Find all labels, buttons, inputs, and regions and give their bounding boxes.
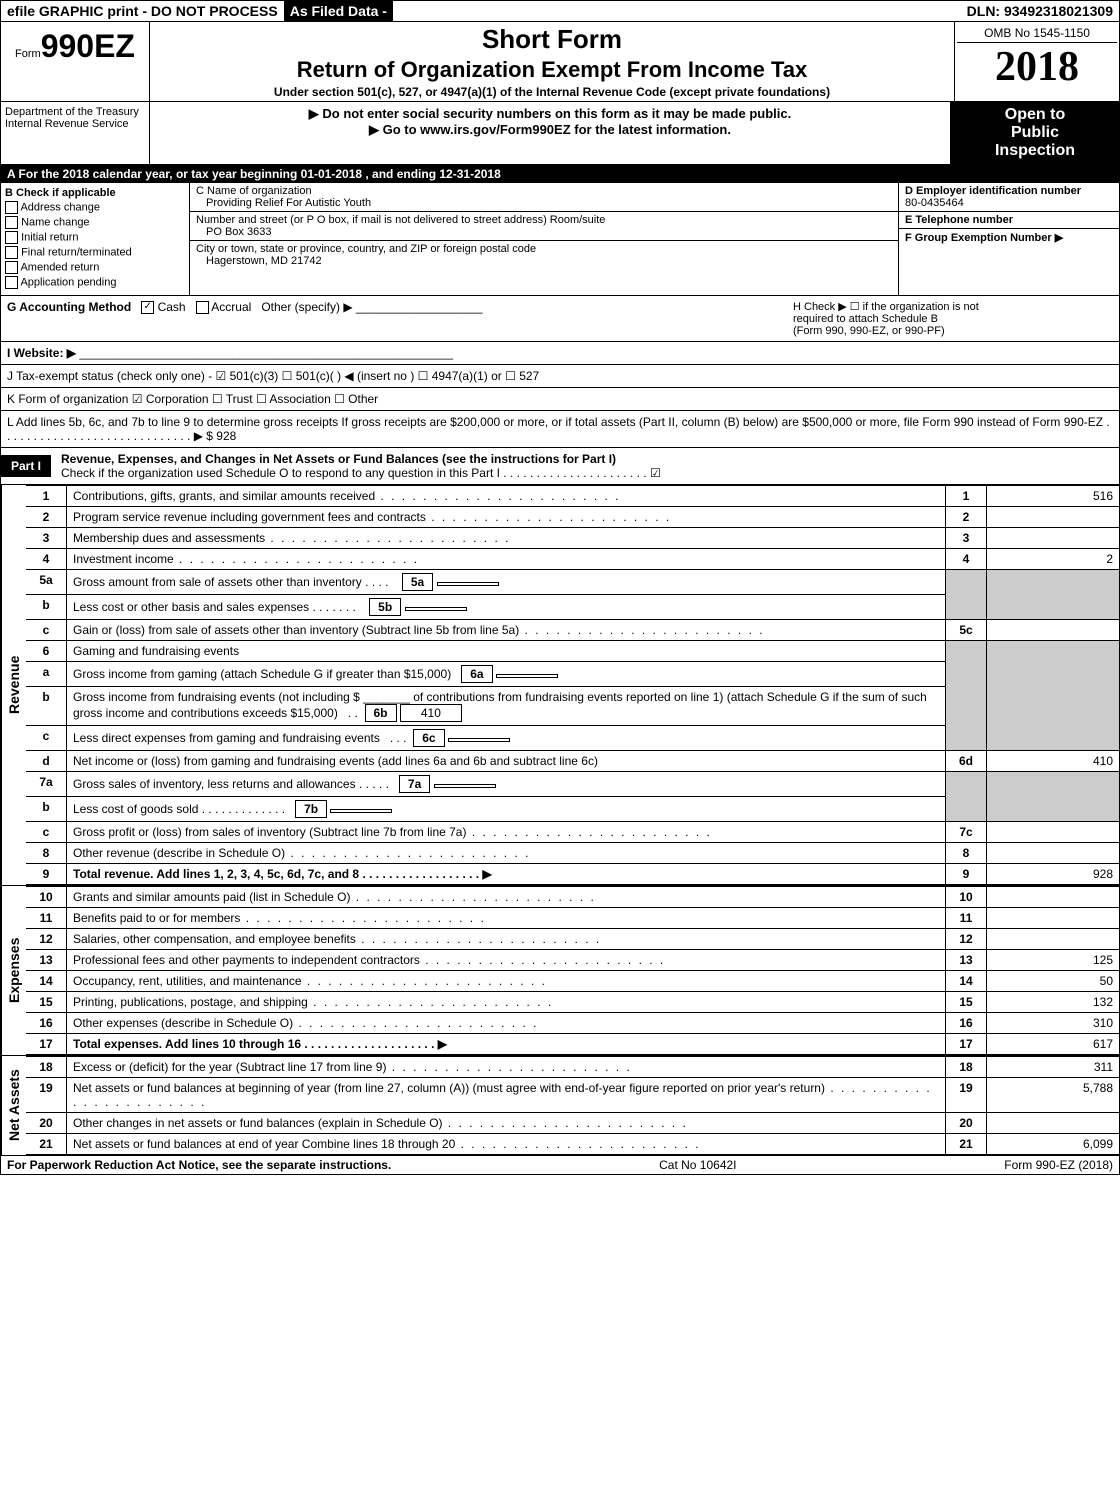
form-title: Return of Organization Exempt From Incom… — [156, 57, 948, 83]
warning-line2: ▶ Go to www.irs.gov/Form990EZ for the la… — [154, 122, 946, 138]
part1-label: Part I — [1, 455, 51, 477]
short-form-title: Short Form — [156, 24, 948, 55]
section-g: G Accounting Method ✓ Cash Accrual Other… — [7, 300, 793, 337]
h-line3: (Form 990, 990-EZ, or 990-PF) — [793, 325, 1113, 337]
check-name[interactable]: Name change — [5, 216, 185, 229]
l-text: L Add lines 5b, 6c, and 7b to line 9 to … — [7, 415, 1110, 443]
g-label: G Accounting Method — [7, 300, 131, 314]
check-pending[interactable]: Application pending — [5, 276, 185, 289]
phone-label: E Telephone number — [905, 214, 1113, 226]
group-label: F Group Exemption Number ▶ — [905, 231, 1113, 244]
revenue-vert-label: Revenue — [1, 485, 26, 885]
dln-label: DLN: 93492318021309 — [961, 1, 1119, 21]
tax-year: 2018 — [957, 43, 1117, 91]
form-box: Form990EZ — [1, 22, 150, 101]
section-b-label: B Check if applicable — [5, 187, 185, 199]
city-label: City or town, state or province, country… — [196, 243, 892, 255]
top-bar: efile GRAPHIC print - DO NOT PROCESS As … — [0, 0, 1120, 22]
footer-left: For Paperwork Reduction Act Notice, see … — [7, 1158, 391, 1172]
form-subtitle: Under section 501(c), 527, or 4947(a)(1)… — [156, 85, 948, 99]
check-amended[interactable]: Amended return — [5, 261, 185, 274]
section-gh: G Accounting Method ✓ Cash Accrual Other… — [0, 296, 1120, 342]
checkbox-icon — [196, 301, 209, 314]
section-def: D Employer identification number 80-0435… — [898, 183, 1119, 295]
form-number: 990EZ — [41, 28, 135, 64]
section-j: J Tax-exempt status (check only one) - ☑… — [0, 365, 1120, 388]
expenses-block: Expenses 10Grants and similar amounts pa… — [0, 886, 1120, 1056]
ein-label: D Employer identification number — [905, 185, 1113, 197]
l-value: 928 — [216, 429, 236, 443]
street-value: PO Box 3633 — [196, 226, 892, 238]
checkbox-icon: ✓ — [141, 301, 154, 314]
street-label: Number and street (or P O box, if mail i… — [196, 214, 892, 226]
omb-year-box: OMB No 1545-1150 2018 — [954, 22, 1119, 101]
check-initial[interactable]: Initial return — [5, 231, 185, 244]
efile-label: efile GRAPHIC print - DO NOT PROCESS — [1, 1, 284, 21]
as-filed-label: As Filed Data - — [284, 1, 393, 21]
netassets-block: Net Assets 18Excess or (deficit) for the… — [0, 1056, 1120, 1156]
revenue-block: Revenue 1Contributions, gifts, grants, a… — [0, 485, 1120, 886]
open-line1: Open to — [955, 106, 1115, 124]
open-inspection-box: Open to Public Inspection — [950, 102, 1119, 164]
warning-box: ▶ Do not enter social security numbers o… — [150, 102, 950, 164]
footer-mid: Cat No 10642I — [391, 1158, 1004, 1172]
revenue-table: 1Contributions, gifts, grants, and simil… — [26, 485, 1119, 885]
check-final[interactable]: Final return/terminated — [5, 246, 185, 259]
dept-line2: Internal Revenue Service — [5, 118, 145, 130]
part1-header: Part I Revenue, Expenses, and Changes in… — [0, 448, 1120, 485]
checkbox-icon — [5, 231, 18, 244]
section-bcdef: B Check if applicable Address change Nam… — [0, 183, 1120, 296]
checkbox-icon — [5, 216, 18, 229]
section-k: K Form of organization ☑ Corporation ☐ T… — [0, 388, 1120, 411]
title-box: Short Form Return of Organization Exempt… — [150, 22, 954, 101]
warning-line1: ▶ Do not enter social security numbers o… — [154, 106, 946, 122]
footer-right: Form 990-EZ (2018) — [1004, 1158, 1113, 1172]
section-l: L Add lines 5b, 6c, and 7b to line 9 to … — [0, 411, 1120, 448]
checkbox-icon — [5, 201, 18, 214]
check-address[interactable]: Address change — [5, 201, 185, 214]
second-header-row: Department of the Treasury Internal Reve… — [0, 102, 1120, 165]
section-c: C Name of organization Providing Relief … — [190, 183, 898, 295]
checkbox-icon — [5, 276, 18, 289]
checkbox-icon — [5, 261, 18, 274]
expenses-table: 10Grants and similar amounts paid (list … — [26, 886, 1119, 1055]
city-value: Hagerstown, MD 21742 — [196, 255, 892, 267]
netassets-table: 18Excess or (deficit) for the year (Subt… — [26, 1056, 1119, 1155]
section-h: H Check ▶ ☐ if the organization is not r… — [793, 300, 1113, 337]
form-prefix: Form — [15, 48, 41, 60]
form-header: Form990EZ Short Form Return of Organizat… — [0, 22, 1120, 102]
open-line3: Inspection — [955, 142, 1115, 160]
section-a: A For the 2018 calendar year, or tax yea… — [0, 165, 1120, 183]
footer: For Paperwork Reduction Act Notice, see … — [0, 1156, 1120, 1175]
dept-box: Department of the Treasury Internal Reve… — [1, 102, 150, 164]
dept-line1: Department of the Treasury — [5, 106, 145, 118]
h-line1: H Check ▶ ☐ if the organization is not — [793, 300, 1113, 313]
omb-number: OMB No 1545-1150 — [957, 24, 1117, 43]
open-line2: Public — [955, 124, 1115, 142]
expenses-vert-label: Expenses — [1, 886, 26, 1055]
name-label: C Name of organization — [196, 185, 892, 197]
checkbox-icon — [5, 246, 18, 259]
ein-value: 80-0435464 — [905, 197, 1113, 209]
netassets-vert-label: Net Assets — [1, 1056, 26, 1155]
h-line2: required to attach Schedule B — [793, 313, 1113, 325]
part1-title: Revenue, Expenses, and Changes in Net As… — [51, 448, 1119, 484]
section-b: B Check if applicable Address change Nam… — [1, 183, 190, 295]
org-name: Providing Relief For Autistic Youth — [196, 197, 892, 209]
section-i: I Website: ▶ ___________________________… — [0, 342, 1120, 365]
